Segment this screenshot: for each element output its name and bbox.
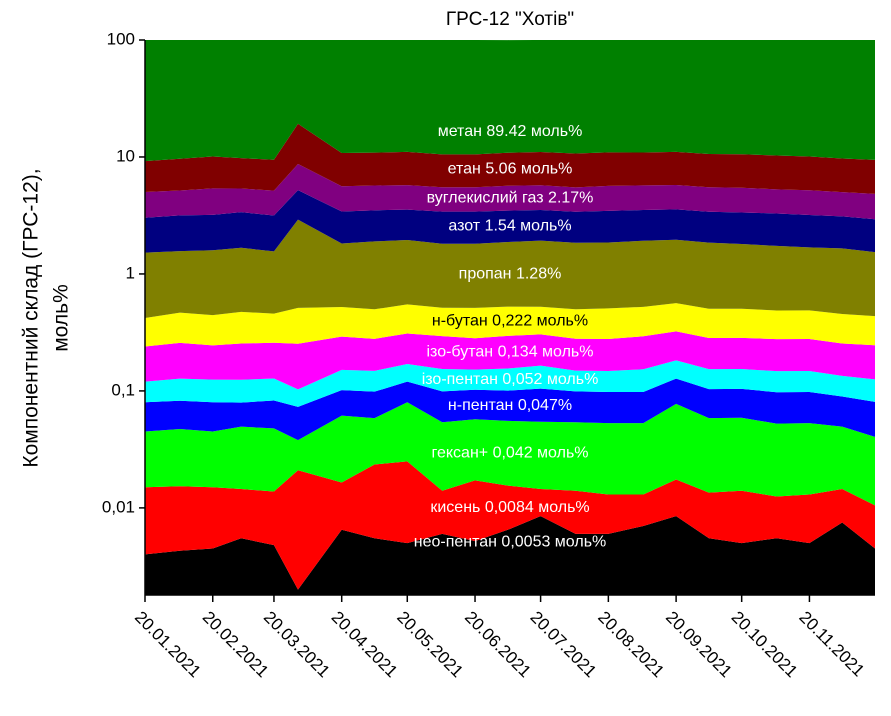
y-tick-label: 1 <box>126 263 135 282</box>
x-tick-label: 20.08.2021 <box>594 608 668 682</box>
area-layer <box>145 516 875 595</box>
y-tick-label: 10 <box>116 146 135 165</box>
y-tick-label: 100 <box>107 29 135 48</box>
area-label: ізо-пентан 0,052 моль% <box>422 371 599 388</box>
x-tick-label: 20.10.2021 <box>728 608 802 682</box>
area-layer <box>145 461 875 590</box>
area-layer <box>145 378 875 441</box>
area-label: кисень 0,0084 моль% <box>430 499 589 516</box>
area-layer <box>145 123 875 194</box>
area-label: вуглекислий газ 2.17% <box>427 189 594 206</box>
x-tick-label: 20.09.2021 <box>662 608 736 682</box>
area-layer <box>145 163 875 220</box>
area-label: н-бутан 0,222 моль% <box>432 312 588 329</box>
area-label: азот 1.54 моль% <box>448 218 571 235</box>
area-label: н-пентан 0,047% <box>448 397 572 414</box>
x-tick-label: 20.01.2021 <box>131 608 205 682</box>
area-layer <box>145 40 875 162</box>
y-label-line: моль% <box>50 284 73 352</box>
area-layer <box>145 219 875 319</box>
area-label: ізо-бутан 0,134 моль% <box>426 343 593 360</box>
x-tick-label: 20.05.2021 <box>393 608 467 682</box>
area-layer <box>145 331 875 390</box>
x-tick-label: 20.07.2021 <box>527 608 601 682</box>
y-tick-label: 0,1 <box>111 380 135 399</box>
x-tick-label: 20.04.2021 <box>328 608 402 682</box>
area-label: метан 89.42 моль% <box>438 123 583 140</box>
x-tick-label: 20.11.2021 <box>795 608 868 681</box>
area-label: нео-пентан 0,0053 моль% <box>414 534 607 551</box>
area-label: гексан+ 0,042 моль% <box>431 444 588 461</box>
y-axis-title: Компонентний склад (ГРС-12), моль% <box>20 168 73 467</box>
y-label-line: Компонентний склад (ГРС-12), <box>20 168 43 467</box>
area-layer <box>145 303 875 347</box>
x-tick-label: 20.03.2021 <box>260 608 334 682</box>
y-tick-label: 0,01 <box>102 497 135 516</box>
area-layer <box>145 360 875 407</box>
x-tick-label: 20.06.2021 <box>461 608 535 682</box>
area-label: пропан 1.28% <box>459 266 562 283</box>
plot-area <box>145 40 875 595</box>
area-label: етан 5.06 моль% <box>448 160 573 177</box>
area-layer <box>145 190 875 253</box>
chart-title: ГРС-12 "Хотів" <box>446 9 574 30</box>
area-layer <box>145 402 875 506</box>
